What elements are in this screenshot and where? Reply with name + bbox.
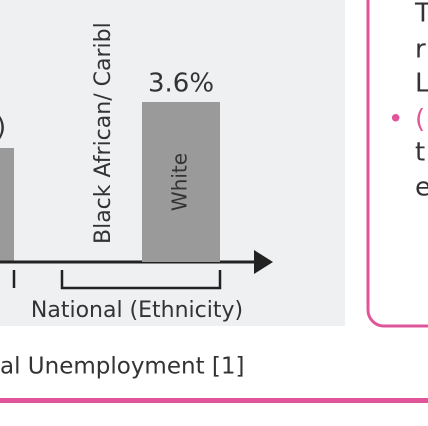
side-text: r bbox=[415, 35, 426, 65]
divider bbox=[0, 398, 428, 403]
value-label-fragment: ) bbox=[0, 113, 6, 143]
side-text: e bbox=[415, 173, 428, 203]
bar bbox=[142, 102, 220, 262]
caption: al Unemployment [1] bbox=[0, 354, 244, 380]
side-panel bbox=[366, 0, 428, 328]
x-axis-label: National (Ethnicity) bbox=[31, 298, 243, 323]
side-text: ( bbox=[415, 105, 425, 135]
bracket bbox=[60, 270, 222, 290]
category-label: White bbox=[168, 153, 192, 211]
partial-bar bbox=[0, 148, 14, 262]
bullet: • bbox=[388, 105, 403, 135]
side-text: L bbox=[415, 69, 428, 99]
category-label: Black African/ Caribl bbox=[91, 22, 116, 244]
value-label: 3.6% bbox=[148, 69, 214, 99]
side-text: T bbox=[414, 0, 428, 29]
axis-arrow bbox=[254, 250, 273, 274]
side-text: t bbox=[415, 138, 425, 168]
